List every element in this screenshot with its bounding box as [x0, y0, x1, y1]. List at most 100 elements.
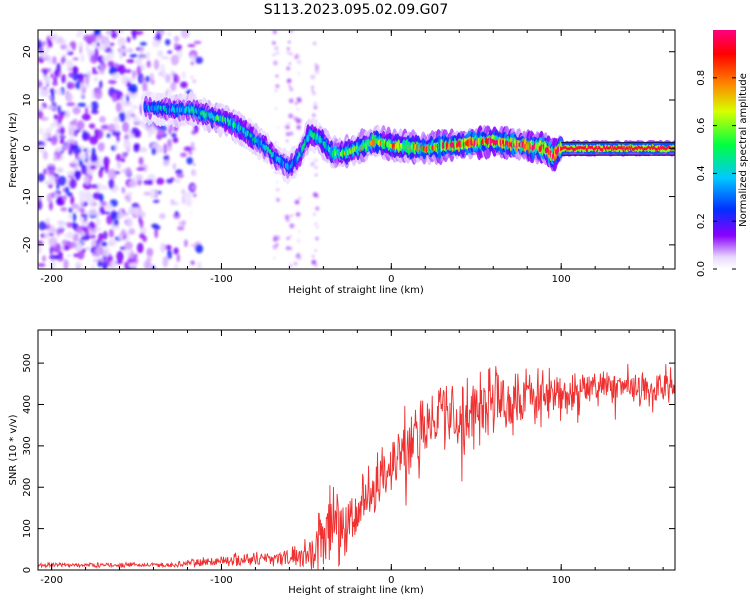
- noise-blob: [67, 82, 76, 90]
- noise-blob: [59, 222, 64, 230]
- noise-blob: [113, 116, 120, 123]
- noise-blob: [114, 141, 118, 152]
- snr-frame: [37, 329, 676, 571]
- noise-blob: [87, 104, 92, 109]
- noise-blob: [174, 263, 178, 269]
- noise-blob: [50, 73, 54, 79]
- noise-blob: [68, 207, 73, 214]
- noise-blob: [77, 250, 85, 260]
- noise-blob: [289, 223, 295, 229]
- noise-blob: [293, 116, 298, 121]
- noise-blob: [90, 109, 99, 115]
- ridge-cell: [250, 133, 252, 138]
- spectrogram-ytick-label: -20: [22, 237, 33, 253]
- noise-blob: [106, 30, 113, 35]
- noise-blob: [68, 213, 73, 220]
- snr-xtick-label: -100: [210, 575, 233, 586]
- noise-blob: [285, 139, 289, 143]
- noise-blob: [74, 261, 83, 269]
- noise-blob: [77, 102, 87, 107]
- noise-blob: [59, 126, 65, 135]
- noise-blob: [275, 74, 279, 78]
- noise-blob: [275, 196, 278, 199]
- noise-blob: [50, 93, 55, 103]
- noise-blob: [55, 40, 59, 44]
- noise-blob: [127, 76, 136, 83]
- noise-blob: [80, 235, 90, 241]
- noise-blob: [276, 188, 280, 192]
- noise-blob: [75, 246, 80, 252]
- noise-blob: [108, 79, 117, 85]
- noise-blob: [115, 102, 122, 113]
- noise-blob: [44, 231, 50, 240]
- noise-blob: [136, 167, 146, 171]
- noise-blob: [129, 53, 138, 58]
- ridge-cell: [457, 140, 459, 148]
- noise-blob: [143, 179, 153, 185]
- noise-blob: [286, 236, 290, 240]
- noise-blob: [162, 159, 170, 167]
- noise-blob: [81, 164, 88, 175]
- noise-blob: [273, 60, 278, 66]
- noise-blob: [39, 105, 44, 113]
- ridge-cell: [586, 148, 589, 152]
- noise-blob: [38, 173, 45, 182]
- noise-blob: [110, 210, 118, 220]
- noise-blob: [167, 32, 172, 36]
- noise-blob: [95, 35, 101, 42]
- noise-blob: [311, 259, 317, 265]
- noise-blob: [50, 224, 55, 234]
- noise-blob: [81, 113, 91, 121]
- colorbar-tick-label: 0.2: [696, 213, 707, 229]
- noise-blob: [69, 178, 77, 189]
- noise-blob: [69, 41, 77, 48]
- noise-blob: [102, 260, 108, 269]
- ridge-cell: [307, 135, 309, 143]
- signal-ridge: [141, 90, 675, 185]
- noise-blob: [94, 89, 103, 100]
- ridge-cell: [591, 145, 594, 150]
- noise-blob: [312, 114, 316, 118]
- ridge-cell: [628, 145, 630, 149]
- noise-blob: [120, 96, 125, 107]
- noise-blob: [289, 235, 293, 238]
- noise-blob: [40, 52, 48, 59]
- noise-blob: [114, 171, 121, 175]
- noise-blob: [100, 185, 108, 191]
- noise-blob: [106, 214, 113, 225]
- noise-blob: [272, 30, 277, 34]
- noise-blob: [79, 46, 83, 54]
- noise-blob: [45, 127, 53, 134]
- noise-blob: [52, 32, 59, 43]
- noise-blob: [173, 42, 179, 47]
- ridge-cell: [580, 146, 582, 150]
- noise-blob: [63, 259, 69, 269]
- noise-blob: [72, 57, 79, 61]
- snr-panel: -200 -100 0 100 0 100 200 300 400 500 Height of s…: [8, 329, 676, 596]
- noise-blob: [88, 198, 96, 208]
- noise-blob: [65, 186, 70, 195]
- noise-blob: [315, 166, 318, 169]
- noise-blob: [139, 146, 148, 153]
- noise-blob: [146, 60, 151, 68]
- noise-blob: [66, 231, 74, 240]
- noise-blob: [54, 88, 63, 96]
- noise-blob: [296, 125, 301, 130]
- noise-blob: [111, 130, 121, 137]
- noise-blob: [190, 76, 193, 79]
- noise-blob: [135, 174, 144, 181]
- noise-blob: [84, 220, 89, 228]
- noise-blob: [63, 246, 69, 251]
- noise-blob: [99, 63, 105, 75]
- noise-blob: [120, 229, 127, 237]
- noise-blob: [122, 121, 130, 133]
- noise-blob: [175, 210, 179, 217]
- noise-blob: [190, 141, 195, 149]
- noise-blob: [150, 79, 155, 85]
- noise-blob: [97, 261, 103, 267]
- carrier-edge-upper: [561, 142, 675, 144]
- noise-blob: [296, 108, 299, 111]
- noise-blob: [289, 52, 293, 56]
- noise-blob: [288, 85, 291, 88]
- noise-blob: [160, 242, 166, 253]
